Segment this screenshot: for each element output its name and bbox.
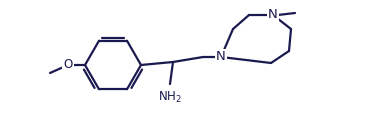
- Text: O: O: [63, 58, 73, 71]
- Text: N: N: [216, 50, 226, 63]
- Text: N: N: [268, 9, 278, 22]
- Text: NH$_2$: NH$_2$: [158, 90, 182, 105]
